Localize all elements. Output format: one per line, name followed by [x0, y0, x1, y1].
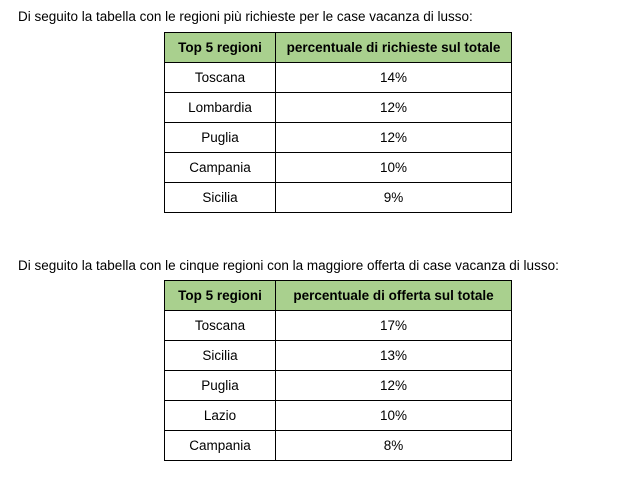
table-row: Lombardia 12%	[164, 92, 512, 123]
percentage-cell: 12%	[275, 122, 512, 153]
header-region: Top 5 regioni	[164, 32, 276, 63]
table-row: Sicilia 9%	[164, 182, 512, 213]
table-row: Toscana 17%	[164, 310, 512, 341]
header-region: Top 5 regioni	[164, 280, 276, 311]
percentage-cell: 13%	[275, 340, 512, 371]
region-cell: Campania	[164, 430, 276, 461]
header-percentage: percentuale di offerta sul totale	[275, 280, 512, 311]
table-row: Toscana 14%	[164, 62, 512, 93]
intro-demand: Di seguito la tabella con le regioni più…	[18, 9, 473, 24]
table-row: Puglia 12%	[164, 122, 512, 153]
percentage-cell: 9%	[275, 182, 512, 213]
table-row: Campania 10%	[164, 152, 512, 183]
percentage-cell: 8%	[275, 430, 512, 461]
region-cell: Puglia	[164, 370, 276, 401]
region-cell: Sicilia	[164, 340, 276, 371]
intro-supply: Di seguito la tabella con le cinque regi…	[18, 258, 559, 273]
demand-table: Top 5 regioni percentuale di richieste s…	[164, 32, 512, 213]
region-cell: Lazio	[164, 400, 276, 431]
region-cell: Toscana	[164, 310, 276, 341]
percentage-cell: 10%	[275, 152, 512, 183]
region-cell: Lombardia	[164, 92, 276, 123]
region-cell: Puglia	[164, 122, 276, 153]
supply-table: Top 5 regioni percentuale di offerta sul…	[164, 280, 512, 461]
percentage-cell: 12%	[275, 92, 512, 123]
percentage-cell: 17%	[275, 310, 512, 341]
region-cell: Campania	[164, 152, 276, 183]
percentage-cell: 14%	[275, 62, 512, 93]
percentage-cell: 12%	[275, 370, 512, 401]
table-header-row: Top 5 regioni percentuale di offerta sul…	[164, 280, 512, 311]
percentage-cell: 10%	[275, 400, 512, 431]
region-cell: Toscana	[164, 62, 276, 93]
table-row: Campania 8%	[164, 430, 512, 461]
table-header-row: Top 5 regioni percentuale di richieste s…	[164, 32, 512, 63]
table-row: Puglia 12%	[164, 370, 512, 401]
header-percentage: percentuale di richieste sul totale	[275, 32, 512, 63]
table-row: Sicilia 13%	[164, 340, 512, 371]
table-row: Lazio 10%	[164, 400, 512, 431]
region-cell: Sicilia	[164, 182, 276, 213]
